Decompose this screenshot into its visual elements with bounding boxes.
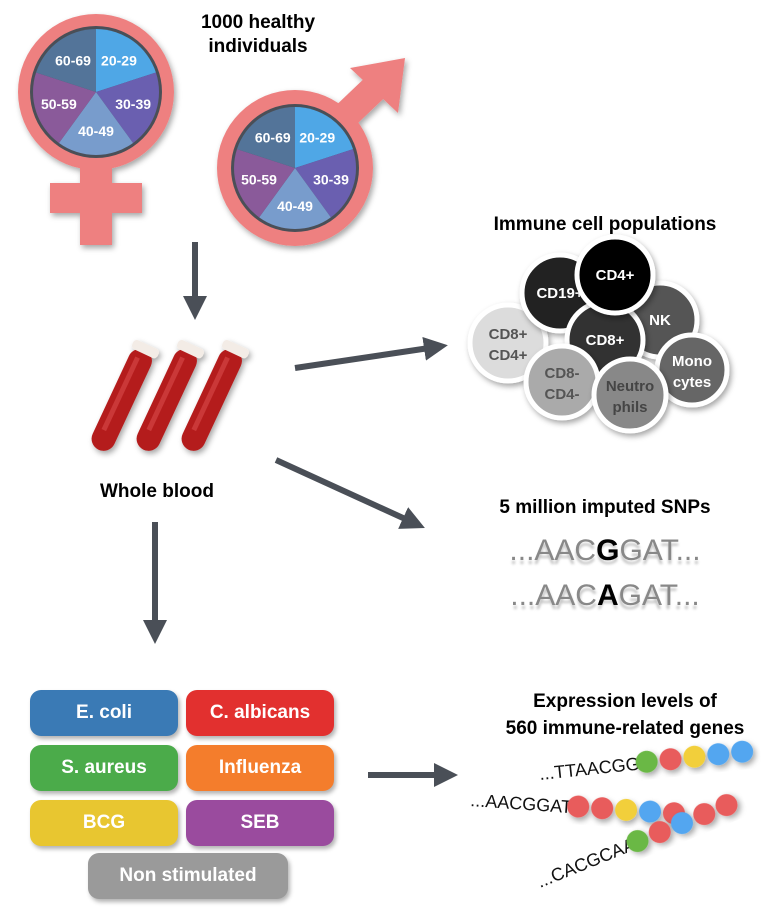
snp-row-2: ...AACAGAT... [510, 579, 700, 612]
cell-label: CD4+ [489, 347, 528, 364]
snp-shadow-1: ...AACGGAT... [509, 538, 700, 571]
blood-tubes-icon [91, 339, 249, 451]
stimulus-non-stimulated[interactable]: Non stimulated [88, 853, 288, 899]
pie-label: 20-29 [299, 129, 335, 145]
pie-slice-40-49 [58, 92, 134, 156]
cell-label: CD19+ [536, 285, 583, 302]
pie-label: 40-49 [277, 198, 313, 214]
expression-dot [635, 750, 658, 773]
pie-slice-60-69 [236, 107, 295, 168]
cell-label: Neutro [606, 378, 654, 395]
cell-label: CD8- [544, 365, 579, 382]
stimulus-e-coli[interactable]: E. coli [30, 690, 178, 736]
stimulus-c-albicans[interactable]: C. albicans [186, 690, 334, 736]
pie-label: 40-49 [78, 123, 114, 139]
expression-dot [731, 740, 754, 763]
immune-cell: CD8- CD4- [523, 343, 601, 421]
immune-cell: Neutro phils [591, 356, 669, 434]
cell-label: NK [649, 312, 671, 329]
pie-label: 30-39 [313, 172, 349, 188]
expression-rows: ...TTAACGG ...AACGGAT ...CACGCAA [449, 740, 754, 900]
expression-dot [659, 748, 682, 771]
cell-label: CD8+ [586, 332, 625, 349]
pie-label: 20-29 [101, 52, 137, 68]
pie-slice-40-49 [259, 168, 331, 229]
expression-dot [707, 743, 730, 766]
stimulus-bcg[interactable]: BCG [30, 800, 178, 846]
pie-label: 50-59 [241, 172, 277, 188]
whole-blood-label: Whole blood [100, 481, 214, 502]
cell-label: cytes [673, 374, 711, 391]
pie-slice-50-59 [33, 72, 96, 143]
immune-cell: CD4+ [574, 234, 656, 316]
immune-cell: CD8+ CD4+ [467, 302, 549, 384]
expression-dot [715, 794, 738, 817]
expression-dot [683, 745, 706, 768]
cohort-title-line2: individuals [208, 36, 307, 57]
expression-dot [591, 797, 614, 820]
expression-title-line2: 560 immune-related genes [506, 718, 745, 739]
immune-cell-cluster: CD8+ CD4+ CD19+ NK CD8+ CD4+ CD8- CD4- Mono cytes… [467, 234, 730, 434]
stimulus-s-aureus[interactable]: S. aureus [30, 745, 178, 791]
pie-slice-30-39 [96, 72, 159, 143]
cell-label: CD4- [544, 386, 579, 403]
snp-shadow-2: ...AACAGAT... [511, 583, 699, 616]
pie-slice-30-39 [295, 149, 356, 218]
stimulus-seb[interactable]: SEB [186, 800, 334, 846]
snp-row-1: ...AACGGAT... [509, 534, 700, 567]
snps-title: 5 million imputed SNPs [499, 497, 710, 518]
pie-slice-60-69 [36, 29, 96, 92]
arrow-to-immune [294, 336, 448, 371]
stimulus-influenza[interactable]: Influenza [186, 745, 334, 791]
expression-row: ...TTAACGG [520, 740, 754, 787]
flow-arrows [143, 242, 458, 787]
expression-dot [626, 830, 649, 853]
expression-dot [615, 798, 638, 821]
expression-dot [567, 795, 590, 818]
gene-sequence: ...CACGCAA [534, 834, 638, 892]
expression-dot [671, 812, 694, 835]
expression-dot [693, 803, 716, 826]
snp-sequences: ...AACGGAT... ...AACGGAT... ...AACAGAT..… [509, 534, 700, 616]
cell-label: CD4+ [596, 267, 635, 284]
immune-title: Immune cell populations [494, 214, 717, 235]
pie-label: 50-59 [41, 96, 77, 112]
pie-label: 60-69 [55, 52, 91, 68]
pie-label: 30-39 [115, 96, 151, 112]
cell-label: Mono [672, 353, 712, 370]
expression-dot [639, 800, 662, 823]
gene-sequence: ...TTAACGG [538, 754, 640, 784]
pie-slice-50-59 [234, 149, 295, 218]
pie-slice-20-29 [96, 29, 156, 92]
cell-label: CD8+ [489, 326, 528, 343]
expression-dot [648, 821, 671, 844]
cell-label: phils [612, 399, 647, 416]
pie-label: 60-69 [255, 129, 291, 145]
expression-row: ...AACGGAT [449, 790, 685, 825]
arrow-to-snps [274, 457, 425, 529]
expression-title-line1: Expression levels of [533, 691, 717, 712]
gene-sequence: ...AACGGAT [470, 790, 573, 817]
pie-slice-20-29 [295, 107, 354, 168]
cohort-title-line1: 1000 healthy [201, 12, 315, 33]
